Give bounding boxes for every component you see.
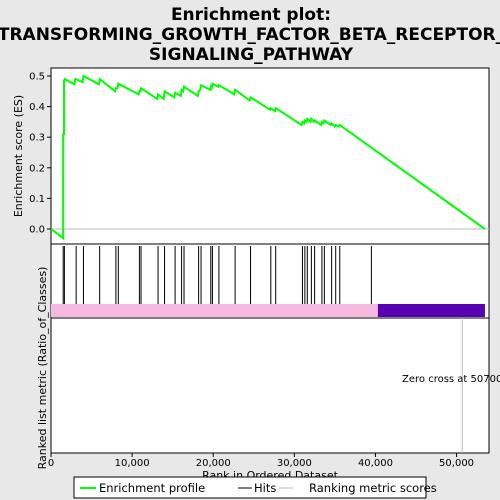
chart-title-line-1: Enrichment plot: (171, 5, 331, 25)
chart-title-line-2: TRANSFORMING_GROWTH_FACTOR_BETA_RECEPTOR… (0, 25, 500, 45)
zero-cross-label: Zero cross at 50700 (402, 374, 500, 385)
y-tick-label: 0.2 (29, 163, 45, 174)
x-tick-label: 50,000 (439, 458, 474, 469)
x-axis: 0 10,000 20,000 30,000 40,000 50,000 (48, 453, 474, 469)
negative-rank-band (377, 304, 485, 317)
x-tick-label: 40,000 (358, 458, 393, 469)
positive-rank-band (51, 304, 378, 317)
legend-profile-label: Enrichment profile (99, 481, 205, 495)
y-tick-label: 0.4 (29, 102, 45, 113)
enrichment-profile-line (50, 74, 486, 241)
metric-plot-area (50, 317, 490, 454)
chart-title-line-3: SIGNALING_PATHWAY (149, 45, 354, 65)
y-tick-label: 0.1 (29, 194, 45, 205)
es-plot-area (50, 67, 490, 245)
y-tick-label: 0.0 (29, 225, 45, 236)
x-tick-label: 10,000 (115, 458, 150, 469)
x-tick-label: 20,000 (196, 458, 231, 469)
es-y-axis-label: Enrichment score (ES) (12, 95, 25, 217)
x-tick-label: 30,000 (277, 458, 312, 469)
y-tick-label: 0.5 (29, 72, 45, 83)
x-tick-label: 0 (48, 458, 54, 469)
legend-metric-label: Ranking metric scores (309, 481, 437, 495)
y-tick-label: 0.3 (29, 133, 45, 144)
legend-hits-label: Hits (254, 481, 276, 495)
es-y-axis: 0.0 0.1 0.2 0.3 0.4 0.5 (29, 72, 51, 236)
legend: Enrichment profile Hits Ranking metric s… (73, 476, 437, 499)
metric-y-axis-label: Ranked list metric (Ratio_of_Classes) (36, 267, 49, 470)
hits-markers (62, 246, 372, 304)
